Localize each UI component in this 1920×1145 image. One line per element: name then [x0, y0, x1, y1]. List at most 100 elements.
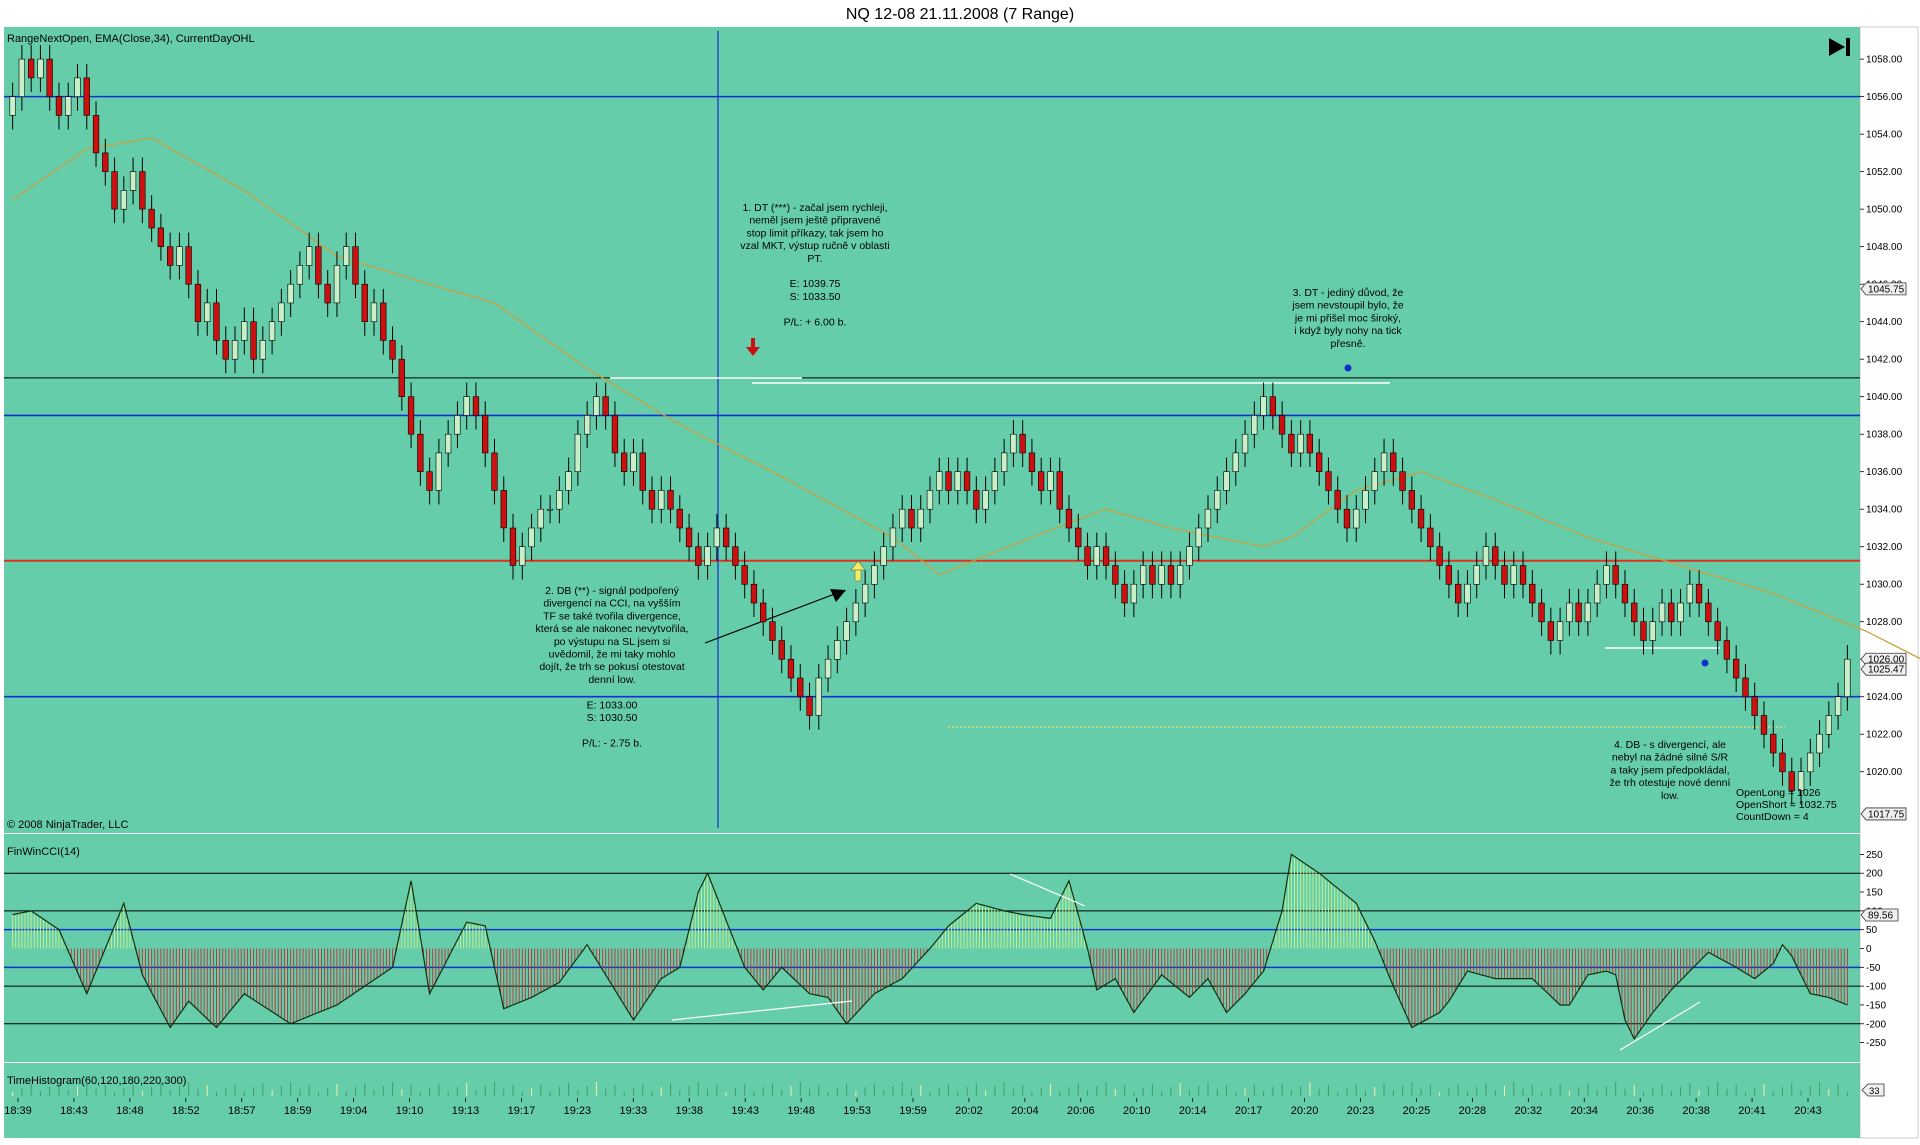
- candle-body: [1343, 508, 1351, 529]
- candle: [908, 495, 915, 543]
- candle-body: [602, 396, 609, 416]
- candle-body: [1427, 527, 1434, 548]
- note-line: low.: [1661, 790, 1679, 802]
- candle: [139, 157, 146, 224]
- candle: [611, 401, 619, 468]
- candle-body: [185, 246, 192, 285]
- candle: [945, 457, 952, 505]
- candle: [519, 532, 526, 580]
- candle: [1445, 551, 1452, 599]
- candle: [1436, 532, 1443, 580]
- candle-body: [1445, 565, 1452, 585]
- candle-body: [268, 321, 276, 341]
- candle: [185, 232, 192, 299]
- candle: [1288, 420, 1295, 468]
- candle-body: [954, 471, 961, 491]
- candle: [861, 570, 869, 618]
- candle-body: [500, 490, 507, 529]
- candle: [222, 326, 229, 374]
- note-line: 1. DT (***) - začal jsem rychleji,: [742, 202, 887, 214]
- candle-body: [1807, 752, 1814, 773]
- candle-body: [556, 490, 563, 510]
- candle-body: [194, 283, 202, 323]
- candle-body: [1399, 471, 1406, 491]
- price-tick-label: 1042.00: [1866, 355, 1903, 366]
- candle-body: [593, 396, 600, 416]
- price-tick-label: 1030.00: [1866, 580, 1903, 591]
- candle-body: [1260, 396, 1267, 416]
- candle-body: [1556, 621, 1564, 641]
- candle: [1519, 551, 1527, 599]
- candle-body: [1492, 546, 1499, 566]
- candle-body: [342, 246, 350, 266]
- time-tick-label: 19:43: [731, 1105, 759, 1117]
- candle: [1510, 551, 1517, 599]
- candle: [1538, 588, 1545, 636]
- candle-body: [658, 490, 665, 510]
- candle-body: [1723, 640, 1730, 660]
- candle: [1195, 513, 1202, 561]
- candle: [1492, 532, 1499, 580]
- candle: [213, 288, 220, 355]
- candle: [1130, 570, 1137, 618]
- candle-body: [787, 658, 795, 679]
- candle: [1621, 570, 1629, 618]
- time-tick-label: 19:13: [452, 1105, 480, 1117]
- candle-body: [639, 452, 646, 491]
- candle: [500, 476, 507, 543]
- time-tick-label: 20:06: [1067, 1105, 1095, 1117]
- note-line: i když byly nohy na tick: [1294, 325, 1402, 337]
- time-tick-label: 19:48: [787, 1105, 815, 1117]
- candle-body: [973, 490, 980, 510]
- candle: [361, 270, 368, 336]
- candle: [963, 457, 971, 505]
- candle-body: [1084, 546, 1091, 566]
- candle-body: [1501, 565, 1508, 585]
- note-line: divergencí na CCI, na vyšším: [543, 598, 680, 610]
- time-tick-label: 18:48: [116, 1105, 144, 1117]
- candle-body: [1232, 452, 1239, 472]
- candle-body: [1241, 433, 1249, 454]
- time-tick-label: 20:14: [1179, 1105, 1207, 1117]
- price-marker-label: 1025.47: [1868, 665, 1905, 676]
- strategy-stats: OpenLong = 1026 OpenShort = 1032.75 CountD…: [1736, 787, 1837, 823]
- candle-body: [222, 340, 229, 360]
- candle: [157, 213, 164, 261]
- price-tick-label: 1044.00: [1866, 317, 1903, 328]
- candle: [305, 232, 313, 280]
- candle: [713, 513, 720, 561]
- candle-body: [1686, 583, 1693, 604]
- candle: [843, 607, 850, 655]
- candle: [1649, 607, 1656, 655]
- histogram-marker-label: 33: [1869, 1086, 1880, 1097]
- candle-body: [1594, 583, 1601, 604]
- candle-body: [1519, 565, 1527, 585]
- price-tick-label: 1034.00: [1866, 505, 1903, 516]
- candle-body: [1121, 583, 1128, 604]
- price-levels: [4, 95, 1860, 698]
- candle: [1575, 588, 1582, 636]
- candle-body: [1269, 396, 1276, 416]
- candle: [1038, 457, 1045, 505]
- candle: [1075, 513, 1082, 561]
- candle: [1631, 588, 1638, 636]
- candle-body: [982, 490, 989, 510]
- price-panel: [4, 27, 1860, 833]
- candle: [1278, 401, 1286, 449]
- candle: [46, 45, 53, 111]
- note-line: jsem nevstoupil bylo, že: [1291, 300, 1404, 312]
- cci-tick-label: 250: [1866, 850, 1883, 861]
- candle-body: [1130, 583, 1137, 604]
- candle-body: [1362, 490, 1369, 510]
- candle-body: [1325, 471, 1332, 491]
- candle-body: [352, 246, 359, 285]
- candle-body: [1529, 583, 1536, 604]
- skip-to-end-icon[interactable]: [1829, 38, 1850, 56]
- candle-body: [778, 640, 785, 660]
- candle-body: [695, 546, 702, 566]
- candle-body: [546, 508, 554, 511]
- candle: [37, 45, 44, 92]
- candle: [898, 495, 906, 543]
- candle-body: [945, 471, 952, 491]
- candle-body: [1547, 621, 1554, 641]
